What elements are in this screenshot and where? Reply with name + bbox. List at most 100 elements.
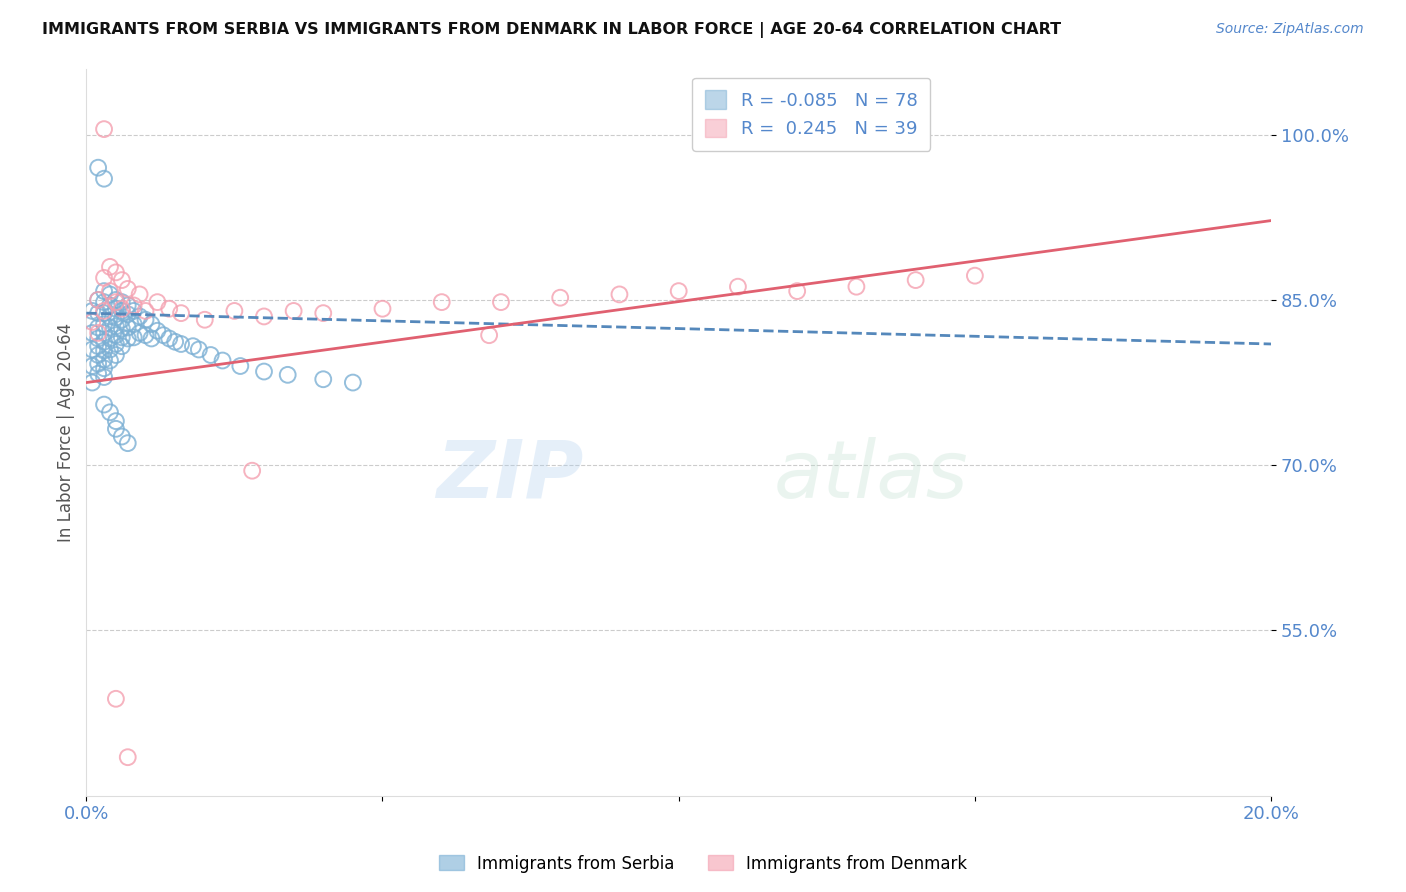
Legend: R = -0.085   N = 78, R =  0.245   N = 39: R = -0.085 N = 78, R = 0.245 N = 39 — [692, 78, 931, 151]
Point — [87, 357, 110, 371]
Point — [87, 293, 110, 307]
Point — [122, 317, 145, 331]
Point — [93, 326, 115, 340]
Point — [187, 343, 209, 357]
Point — [104, 348, 127, 362]
Point — [122, 304, 145, 318]
Point — [312, 372, 335, 386]
Point — [342, 376, 364, 390]
Point — [117, 307, 139, 321]
Point — [200, 348, 222, 362]
Point — [104, 691, 127, 706]
Point — [253, 365, 276, 379]
Point — [93, 334, 115, 349]
Point — [478, 328, 501, 343]
Point — [111, 301, 134, 316]
Point — [111, 330, 134, 344]
Point — [117, 320, 139, 334]
Point — [845, 279, 868, 293]
Point — [87, 293, 110, 307]
Point — [786, 284, 808, 298]
Point — [104, 295, 127, 310]
Point — [87, 367, 110, 381]
Point — [117, 331, 139, 345]
Point — [98, 353, 121, 368]
Point — [312, 306, 335, 320]
Point — [87, 339, 110, 353]
Point — [104, 414, 127, 428]
Point — [93, 284, 115, 298]
Point — [165, 334, 187, 349]
Point — [253, 310, 276, 324]
Point — [277, 368, 299, 382]
Point — [98, 331, 121, 345]
Point — [98, 310, 121, 324]
Point — [117, 436, 139, 450]
Point — [141, 317, 163, 331]
Point — [430, 295, 453, 310]
Point — [141, 331, 163, 345]
Point — [240, 464, 263, 478]
Point — [104, 328, 127, 343]
Point — [87, 348, 110, 362]
Point — [122, 298, 145, 312]
Point — [82, 376, 104, 390]
Point — [98, 320, 121, 334]
Point — [111, 295, 134, 310]
Point — [194, 312, 217, 326]
Point — [93, 370, 115, 384]
Point — [170, 306, 193, 320]
Point — [371, 301, 394, 316]
Point — [98, 260, 121, 274]
Point — [93, 306, 115, 320]
Point — [224, 304, 246, 318]
Point — [135, 304, 157, 318]
Text: ZIP: ZIP — [436, 437, 583, 515]
Point — [128, 287, 150, 301]
Point — [87, 161, 110, 175]
Point — [82, 315, 104, 329]
Point — [104, 337, 127, 351]
Y-axis label: In Labor Force | Age 20-64: In Labor Force | Age 20-64 — [58, 323, 75, 541]
Point — [111, 273, 134, 287]
Point — [98, 298, 121, 312]
Point — [117, 282, 139, 296]
Point — [104, 301, 127, 316]
Point — [157, 301, 180, 316]
Point — [98, 405, 121, 419]
Point — [104, 319, 127, 334]
Point — [111, 304, 134, 318]
Point — [489, 295, 512, 310]
Point — [727, 279, 749, 293]
Point — [135, 328, 157, 343]
Point — [104, 422, 127, 436]
Point — [87, 326, 110, 340]
Point — [87, 320, 110, 334]
Point — [229, 359, 252, 373]
Point — [93, 361, 115, 376]
Point — [135, 312, 157, 326]
Point — [117, 750, 139, 764]
Point — [146, 295, 169, 310]
Point — [157, 331, 180, 345]
Point — [87, 306, 110, 320]
Point — [128, 326, 150, 340]
Point — [93, 271, 115, 285]
Point — [111, 429, 134, 443]
Point — [93, 398, 115, 412]
Point — [93, 352, 115, 367]
Point — [152, 328, 174, 343]
Point — [211, 353, 233, 368]
Point — [128, 310, 150, 324]
Point — [609, 287, 631, 301]
Point — [98, 287, 121, 301]
Point — [93, 317, 115, 331]
Point — [104, 293, 127, 307]
Point — [104, 310, 127, 325]
Point — [668, 284, 690, 298]
Point — [82, 326, 104, 340]
Point — [104, 265, 127, 279]
Point — [93, 304, 115, 318]
Point — [93, 171, 115, 186]
Point — [93, 295, 115, 310]
